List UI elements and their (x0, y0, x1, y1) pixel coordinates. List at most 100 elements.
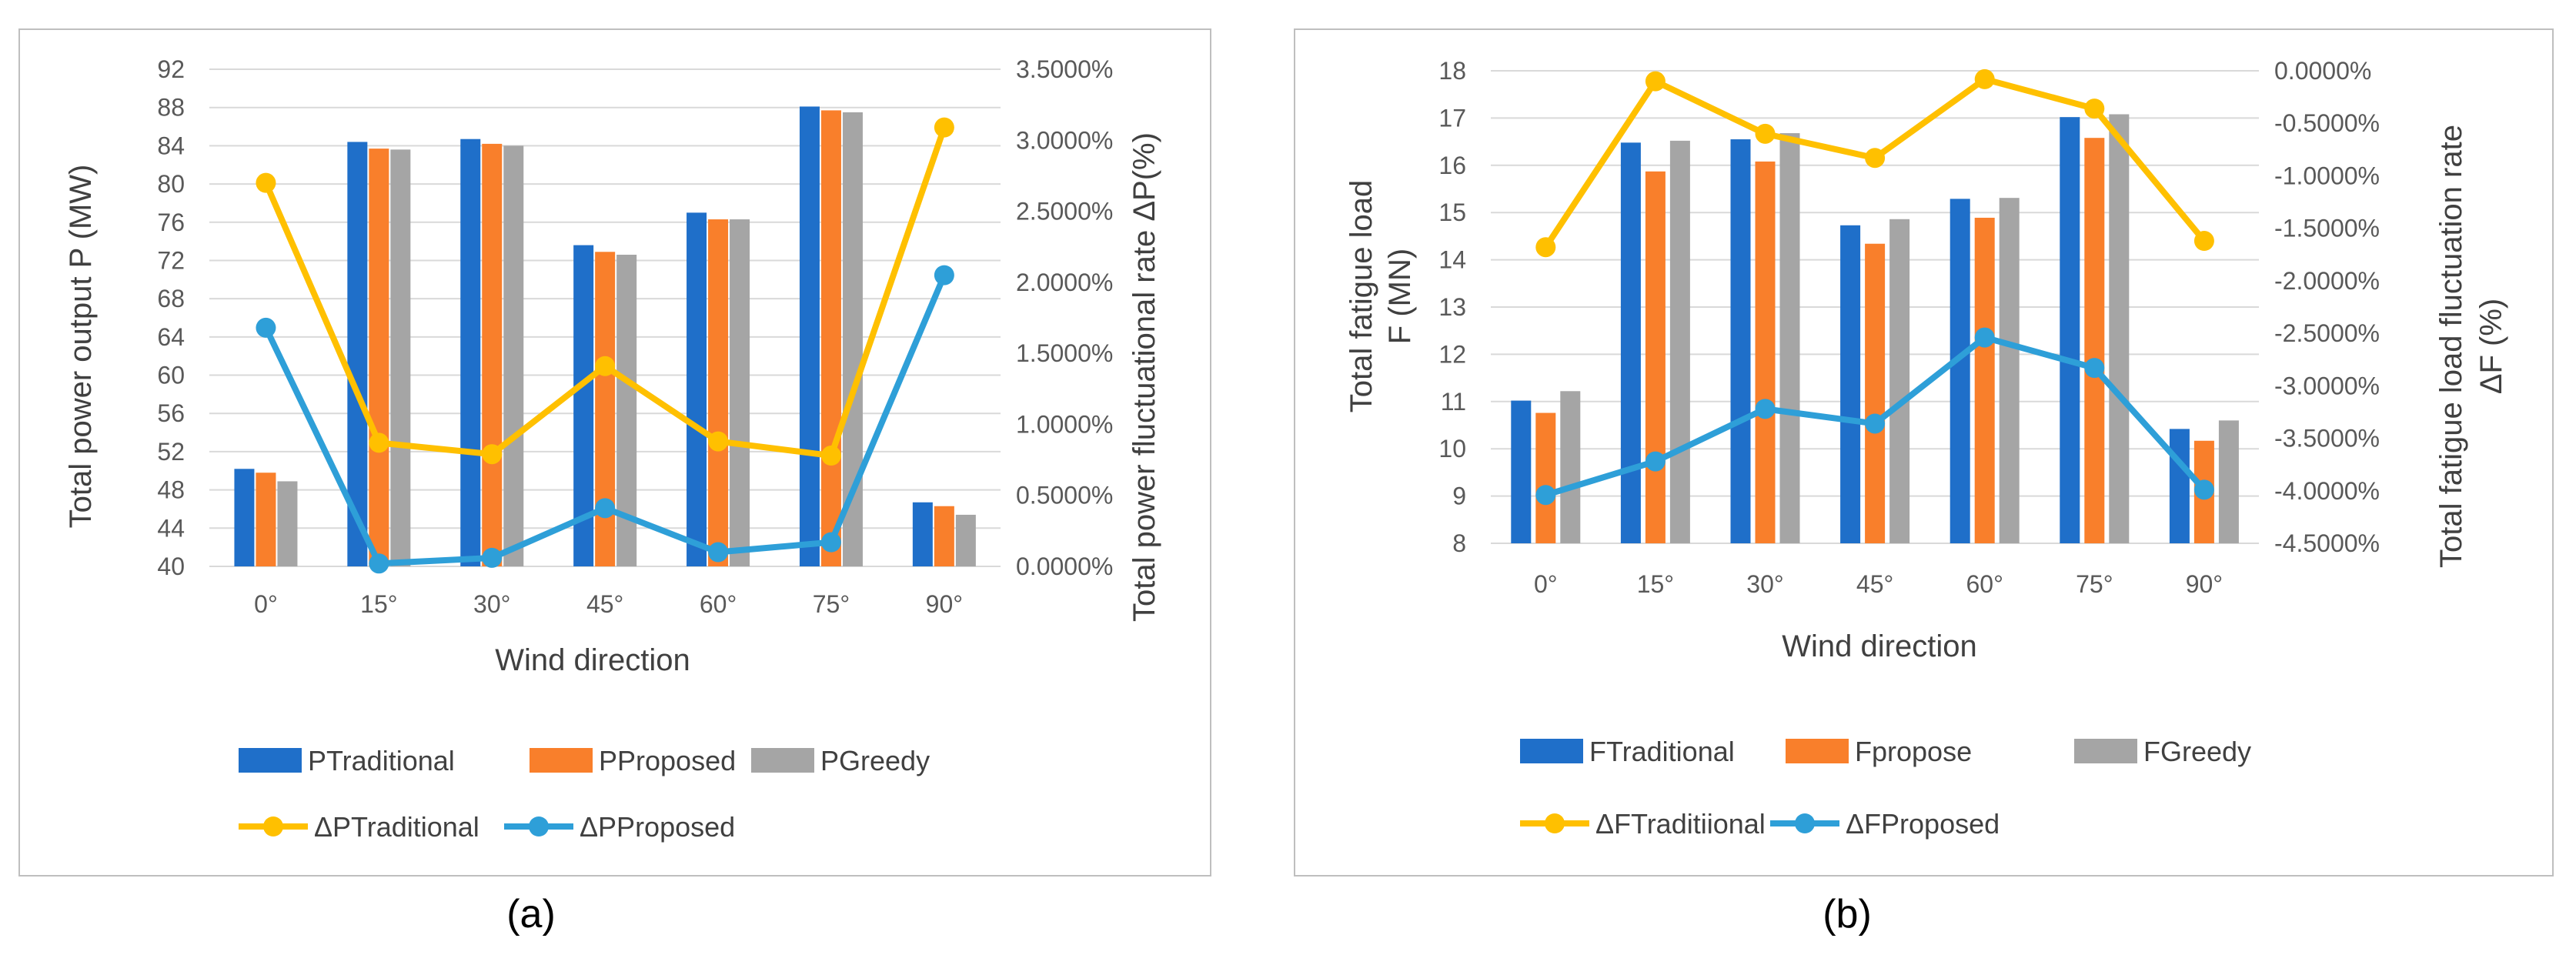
legend-label: Fpropose (1855, 736, 1972, 767)
line-point-1-4 (708, 542, 729, 563)
chart-a-y-axis-title: Total power output P (MW) (64, 165, 98, 529)
y-tick-label: 15 (1438, 199, 1466, 226)
line-point-0-4 (1974, 68, 1995, 89)
line-point-1-2 (482, 547, 503, 568)
y2-tick-label: 1.5000% (1016, 339, 1113, 367)
line-point-0-3 (1865, 148, 1886, 169)
x-tick-label: 15° (360, 590, 397, 618)
legend-marker (529, 816, 549, 836)
chart-a-x-axis-title: Wind direction (495, 643, 690, 677)
x-tick-label: 60° (700, 590, 737, 618)
legend-label: ΔPTraditional (314, 811, 479, 843)
chart-b-y-ticks: 8 9 10 11 12 13 14 15 16 17 18 (1438, 57, 1466, 557)
chart-a-lines (256, 117, 954, 574)
bar-ptraditional-1 (347, 142, 368, 566)
panel-a-caption: (a) (506, 892, 556, 937)
line-point-1-1 (1645, 451, 1666, 472)
y2-tick-label: 3.5000% (1016, 55, 1113, 83)
chart-a-y-ticks: 40 44 48 52 56 60 64 68 72 76 80 84 88 92 (157, 55, 185, 580)
legend-label: ΔFProposed (1846, 808, 2000, 840)
chart-b-x-ticks: 0° 15° 30° 45° 60° 75° 90° (1534, 570, 2223, 598)
y-tick-label: 60 (157, 362, 185, 389)
x-tick-label: 0° (254, 590, 278, 618)
bar-fpropose-4 (1974, 217, 1995, 543)
bar-fgreedy-4 (1999, 198, 2020, 543)
y-tick-label: 48 (157, 476, 185, 504)
bar-fgreedy-3 (1889, 219, 1910, 543)
y2-tick-label: -2.0000% (2274, 267, 2380, 295)
bar-pproposed-1 (369, 149, 389, 566)
legend-label: FGreedy (2143, 736, 2251, 767)
chart-b-y2-ticks: -4.5000% -4.0000% -3.5000% -3.0000% -2.5000%… (2274, 57, 2380, 557)
y-tick-label: 52 (157, 438, 185, 466)
bar-pproposed-5 (820, 110, 841, 566)
y-tick-label: 64 (157, 323, 185, 351)
legend-label: PTraditional (308, 745, 455, 776)
y2-tick-label: 1.0000% (1016, 410, 1113, 438)
bar-fgreedy-5 (2109, 114, 2130, 543)
bar-pgreedy-0 (277, 481, 298, 566)
chart-b-y2-axis-title-line2: ΔF (%) (2474, 299, 2508, 394)
y2-tick-label: 2.0000% (1016, 269, 1113, 296)
y-tick-label: 84 (157, 132, 185, 159)
chart-a-y2-ticks: 0.0000% 0.5000% 1.0000% 1.5000% 2.0000% 2.500… (1016, 55, 1113, 580)
chart-b-legend: FTraditional Fpropose FGreedy ΔFTraditiiona… (1520, 736, 2251, 840)
line-point-1-5 (820, 532, 841, 553)
y-tick-label: 44 (157, 514, 185, 542)
x-tick-label: 75° (813, 590, 850, 618)
y-tick-label: 40 (157, 553, 185, 580)
legend-swatch (2074, 739, 2137, 763)
bar-fgreedy-6 (2218, 420, 2239, 543)
legend-label: PProposed (599, 745, 736, 776)
legend-swatch (1520, 739, 1583, 763)
bar-pproposed-0 (256, 472, 276, 566)
legend-marker (1545, 813, 1565, 833)
legend-label: ΔFTraditiional (1595, 808, 1766, 840)
y-tick-label: 12 (1438, 340, 1466, 368)
y2-tick-label: -3.5000% (2274, 425, 2380, 452)
line-point-1-6 (2193, 479, 2214, 500)
y-tick-label: 88 (157, 94, 185, 122)
line-point-1-0 (256, 317, 276, 338)
bar-ptraditional-0 (234, 469, 255, 566)
chart-b-y-axis-title-line2: F (MN) (1383, 249, 1417, 344)
legend-swatch (751, 748, 814, 773)
x-tick-label: 60° (1966, 570, 2003, 598)
bar-ptraditional-2 (460, 139, 481, 566)
line-point-0-3 (595, 356, 616, 376)
y-tick-label: 17 (1438, 104, 1466, 132)
y-tick-label: 80 (157, 170, 185, 198)
legend-swatch (1786, 739, 1849, 763)
y-tick-label: 76 (157, 209, 185, 236)
chart-b-frame (1294, 28, 2554, 877)
x-tick-label: 90° (2186, 570, 2223, 598)
y2-tick-label: 0.5000% (1016, 482, 1113, 509)
line-point-0-0 (256, 172, 276, 193)
legend-swatch (530, 748, 593, 773)
bar-ftraditional-5 (2060, 117, 2080, 543)
chart-a-legend: PTraditional PProposed PGreedy ΔPTraditiona… (239, 745, 930, 843)
line-point-0-0 (1535, 237, 1556, 258)
bar-pproposed-3 (595, 252, 616, 566)
bar-pgreedy-1 (390, 149, 411, 566)
bar-pproposed-2 (482, 143, 503, 566)
x-tick-label: 75° (2076, 570, 2113, 598)
y-tick-label: 72 (157, 246, 185, 274)
bar-fgreedy-2 (1779, 133, 1800, 544)
line-point-1-3 (595, 498, 616, 519)
bar-pgreedy-6 (955, 514, 976, 566)
bar-fpropose-2 (1755, 161, 1776, 543)
line-point-1-0 (1535, 485, 1556, 506)
x-tick-label: 0° (1534, 570, 1558, 598)
y2-tick-label: -2.5000% (2274, 319, 2380, 347)
legend-swatch (239, 748, 302, 773)
line-point-0-5 (820, 446, 841, 466)
x-tick-label: 30° (1746, 570, 1783, 598)
y-tick-label: 8 (1452, 529, 1466, 557)
y-tick-label: 13 (1438, 293, 1466, 321)
line-point-0-1 (1645, 71, 1666, 92)
line-point-0-2 (482, 444, 503, 465)
chart-b-bars (1511, 114, 2239, 544)
line-point-0-6 (934, 117, 954, 138)
